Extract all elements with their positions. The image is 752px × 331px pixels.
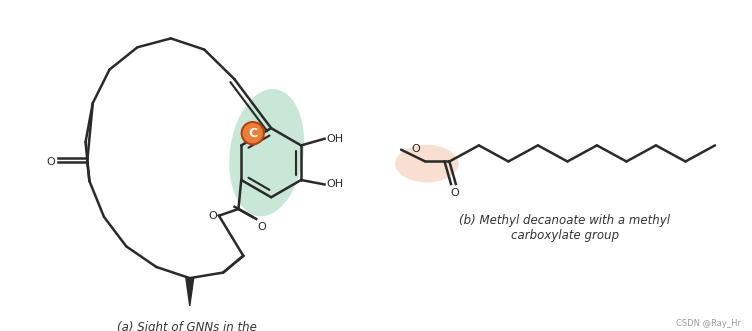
Text: CSDN @Ray_Hr: CSDN @Ray_Hr — [676, 319, 741, 328]
Ellipse shape — [229, 89, 305, 216]
Text: O: O — [450, 188, 459, 198]
Text: OH: OH — [326, 134, 344, 144]
Text: O: O — [257, 222, 266, 232]
Text: O: O — [47, 157, 56, 166]
Polygon shape — [186, 278, 194, 306]
Text: OH: OH — [326, 179, 344, 189]
Text: C: C — [248, 127, 257, 140]
Circle shape — [241, 122, 264, 144]
Ellipse shape — [396, 145, 459, 182]
Text: O: O — [208, 211, 217, 221]
Text: (b) Methyl decanoate with a methyl
carboxylate group: (b) Methyl decanoate with a methyl carbo… — [459, 214, 670, 242]
Text: O: O — [412, 144, 420, 154]
Text: (a) Sight of GNNs in the
second layer: (a) Sight of GNNs in the second layer — [117, 321, 257, 331]
